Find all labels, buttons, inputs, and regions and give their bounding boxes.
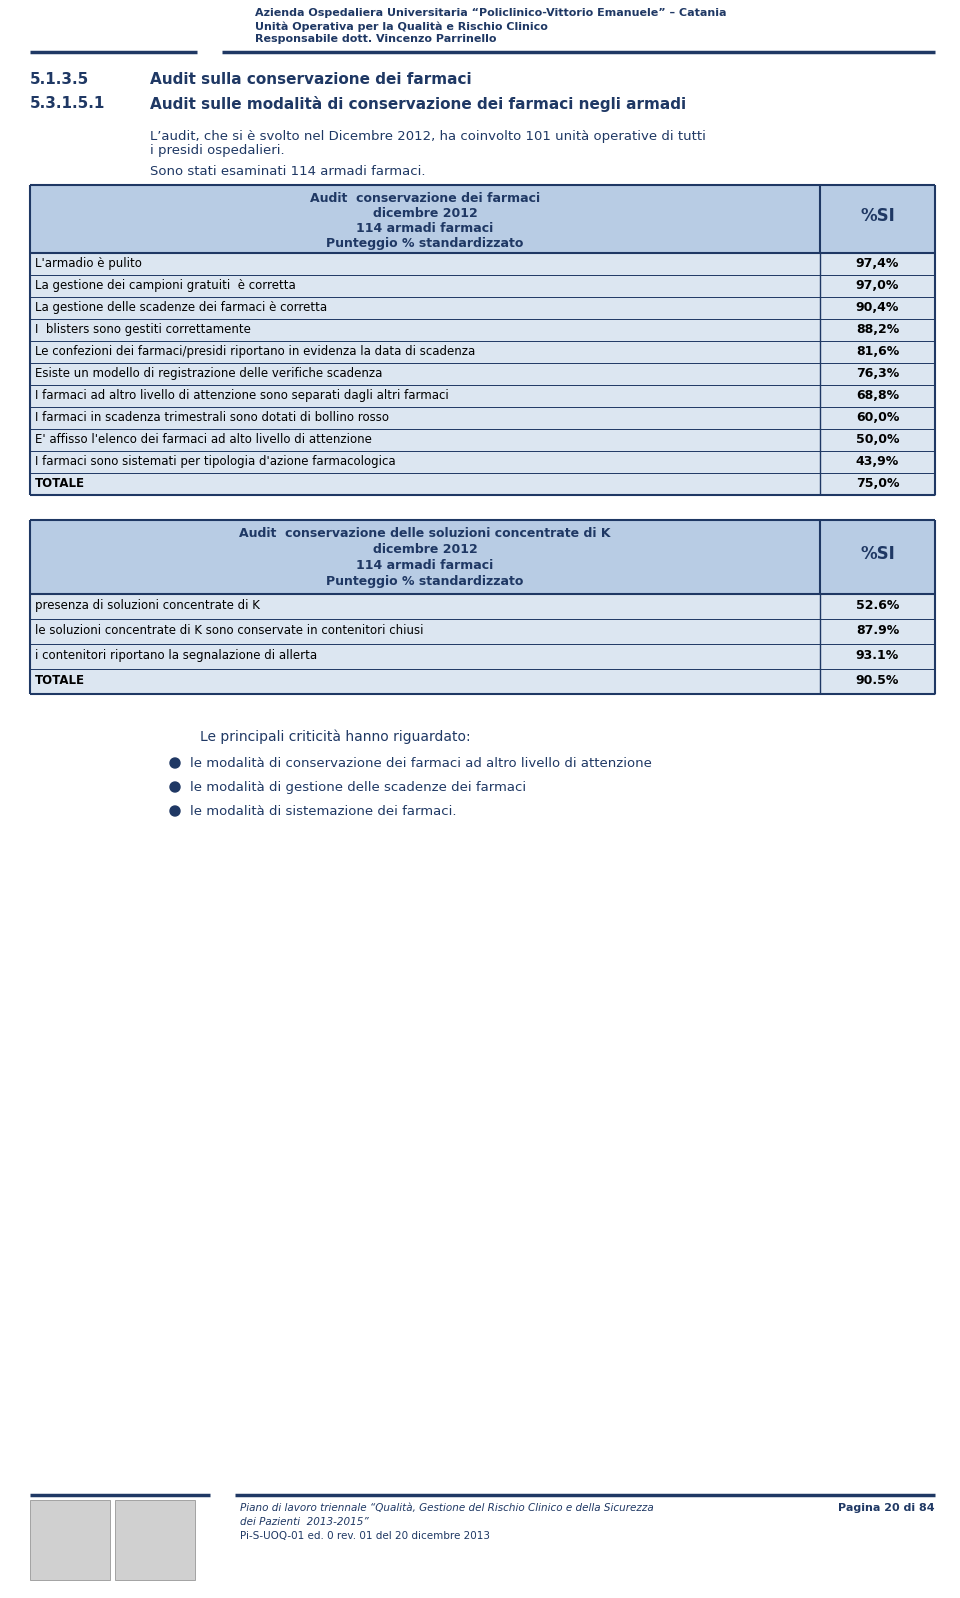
Bar bbox=[30, 385, 935, 407]
Text: Punteggio % standardizzato: Punteggio % standardizzato bbox=[326, 237, 524, 249]
Text: TOTALE: TOTALE bbox=[35, 674, 85, 687]
Text: 114 armadi farmaci: 114 armadi farmaci bbox=[356, 559, 493, 572]
Text: 75,0%: 75,0% bbox=[855, 476, 900, 491]
Text: Audit  conservazione delle soluzioni concentrate di K: Audit conservazione delle soluzioni conc… bbox=[239, 527, 611, 540]
Text: La gestione dei campioni gratuiti  è corretta: La gestione dei campioni gratuiti è corr… bbox=[35, 280, 296, 292]
Text: La gestione delle scadenze dei farmaci è corretta: La gestione delle scadenze dei farmaci è… bbox=[35, 300, 327, 313]
Bar bbox=[30, 594, 935, 618]
Text: %SI: %SI bbox=[860, 208, 895, 225]
Bar bbox=[30, 618, 935, 644]
Text: Audit  conservazione dei farmaci: Audit conservazione dei farmaci bbox=[310, 192, 540, 205]
Bar bbox=[115, 1501, 195, 1580]
Bar bbox=[30, 519, 935, 594]
Text: Le principali criticità hanno riguardato:: Le principali criticità hanno riguardato… bbox=[200, 729, 470, 743]
Bar bbox=[30, 407, 935, 428]
Text: %SI: %SI bbox=[860, 545, 895, 562]
Text: Pagina 20 di 84: Pagina 20 di 84 bbox=[838, 1504, 935, 1513]
Text: I  blisters sono gestiti correttamente: I blisters sono gestiti correttamente bbox=[35, 323, 251, 336]
Text: 88,2%: 88,2% bbox=[856, 323, 900, 336]
Text: 52.6%: 52.6% bbox=[855, 599, 900, 612]
Text: le modalità di sistemazione dei farmaci.: le modalità di sistemazione dei farmaci. bbox=[190, 805, 457, 818]
Text: 90.5%: 90.5% bbox=[855, 674, 900, 687]
Text: 97,4%: 97,4% bbox=[855, 257, 900, 270]
Text: TOTALE: TOTALE bbox=[35, 476, 85, 491]
Text: Azienda Ospedaliera Universitaria “Policlinico-Vittorio Emanuele” – Catania: Azienda Ospedaliera Universitaria “Polic… bbox=[255, 8, 727, 18]
Text: 90,4%: 90,4% bbox=[855, 300, 900, 313]
Text: Piano di lavoro triennale “Qualità, Gestione del Rischio Clinico e della Sicurez: Piano di lavoro triennale “Qualità, Gest… bbox=[240, 1504, 654, 1513]
Text: dicembre 2012: dicembre 2012 bbox=[372, 208, 477, 221]
Text: Responsabile dott. Vincenzo Parrinello: Responsabile dott. Vincenzo Parrinello bbox=[255, 34, 496, 45]
Text: 60,0%: 60,0% bbox=[855, 411, 900, 423]
Text: L’audit, che si è svolto nel Dicembre 2012, ha coinvolto 101 unità operative di : L’audit, che si è svolto nel Dicembre 20… bbox=[150, 129, 706, 142]
Text: le soluzioni concentrate di K sono conservate in contenitori chiusi: le soluzioni concentrate di K sono conse… bbox=[35, 623, 423, 638]
Text: I farmaci ad altro livello di attenzione sono separati dagli altri farmaci: I farmaci ad altro livello di attenzione… bbox=[35, 388, 448, 403]
Text: I farmaci in scadenza trimestrali sono dotati di bollino rosso: I farmaci in scadenza trimestrali sono d… bbox=[35, 411, 389, 423]
Circle shape bbox=[170, 757, 180, 769]
Bar bbox=[30, 644, 935, 670]
Bar bbox=[30, 275, 935, 297]
Circle shape bbox=[170, 781, 180, 793]
Bar bbox=[30, 473, 935, 495]
Text: Unità Operativa per la Qualità e Rischio Clinico: Unità Operativa per la Qualità e Rischio… bbox=[255, 21, 548, 32]
Text: presenza di soluzioni concentrate di K: presenza di soluzioni concentrate di K bbox=[35, 599, 260, 612]
Text: 114 armadi farmaci: 114 armadi farmaci bbox=[356, 222, 493, 235]
Bar bbox=[30, 670, 935, 694]
Bar bbox=[30, 363, 935, 385]
Bar bbox=[30, 185, 935, 252]
Bar bbox=[30, 340, 935, 363]
Text: E' affisso l'elenco dei farmaci ad alto livello di attenzione: E' affisso l'elenco dei farmaci ad alto … bbox=[35, 433, 372, 446]
Circle shape bbox=[170, 805, 180, 817]
Text: Esiste un modello di registrazione delle verifiche scadenza: Esiste un modello di registrazione delle… bbox=[35, 368, 382, 380]
Text: 50,0%: 50,0% bbox=[855, 433, 900, 446]
Text: Le confezioni dei farmaci/presidi riportano in evidenza la data di scadenza: Le confezioni dei farmaci/presidi riport… bbox=[35, 345, 475, 358]
Text: dicembre 2012: dicembre 2012 bbox=[372, 543, 477, 556]
Bar bbox=[30, 252, 935, 275]
Text: 5.3.1.5.1: 5.3.1.5.1 bbox=[30, 96, 106, 110]
Bar bbox=[30, 320, 935, 340]
Text: i presidi ospedalieri.: i presidi ospedalieri. bbox=[150, 144, 284, 157]
Text: Punteggio % standardizzato: Punteggio % standardizzato bbox=[326, 575, 524, 588]
Bar bbox=[30, 1501, 110, 1580]
Text: le modalità di conservazione dei farmaci ad altro livello di attenzione: le modalità di conservazione dei farmaci… bbox=[190, 757, 652, 770]
Text: L'armadio è pulito: L'armadio è pulito bbox=[35, 257, 142, 270]
Text: 87.9%: 87.9% bbox=[856, 623, 900, 638]
Text: Pi-S-UOQ-01 ed. 0 rev. 01 del 20 dicembre 2013: Pi-S-UOQ-01 ed. 0 rev. 01 del 20 dicembr… bbox=[240, 1531, 490, 1540]
Text: 68,8%: 68,8% bbox=[856, 388, 900, 403]
Text: le modalità di gestione delle scadenze dei farmaci: le modalità di gestione delle scadenze d… bbox=[190, 781, 526, 794]
Text: I farmaci sono sistemati per tipologia d'azione farmacologica: I farmaci sono sistemati per tipologia d… bbox=[35, 455, 396, 468]
Bar bbox=[30, 297, 935, 320]
Text: Sono stati esaminati 114 armadi farmaci.: Sono stati esaminati 114 armadi farmaci. bbox=[150, 165, 425, 177]
Text: Audit sulla conservazione dei farmaci: Audit sulla conservazione dei farmaci bbox=[150, 72, 471, 86]
Text: 97,0%: 97,0% bbox=[855, 280, 900, 292]
Text: 93.1%: 93.1% bbox=[856, 649, 900, 662]
Text: dei Pazienti  2013-2015”: dei Pazienti 2013-2015” bbox=[240, 1517, 369, 1528]
Text: i contenitori riportano la segnalazione di allerta: i contenitori riportano la segnalazione … bbox=[35, 649, 317, 662]
Text: 5.1.3.5: 5.1.3.5 bbox=[30, 72, 89, 86]
Text: 43,9%: 43,9% bbox=[856, 455, 900, 468]
Bar bbox=[30, 451, 935, 473]
Text: Audit sulle modalità di conservazione dei farmaci negli armadi: Audit sulle modalità di conservazione de… bbox=[150, 96, 686, 112]
Text: 81,6%: 81,6% bbox=[856, 345, 900, 358]
Bar bbox=[30, 428, 935, 451]
Text: 76,3%: 76,3% bbox=[856, 368, 900, 380]
